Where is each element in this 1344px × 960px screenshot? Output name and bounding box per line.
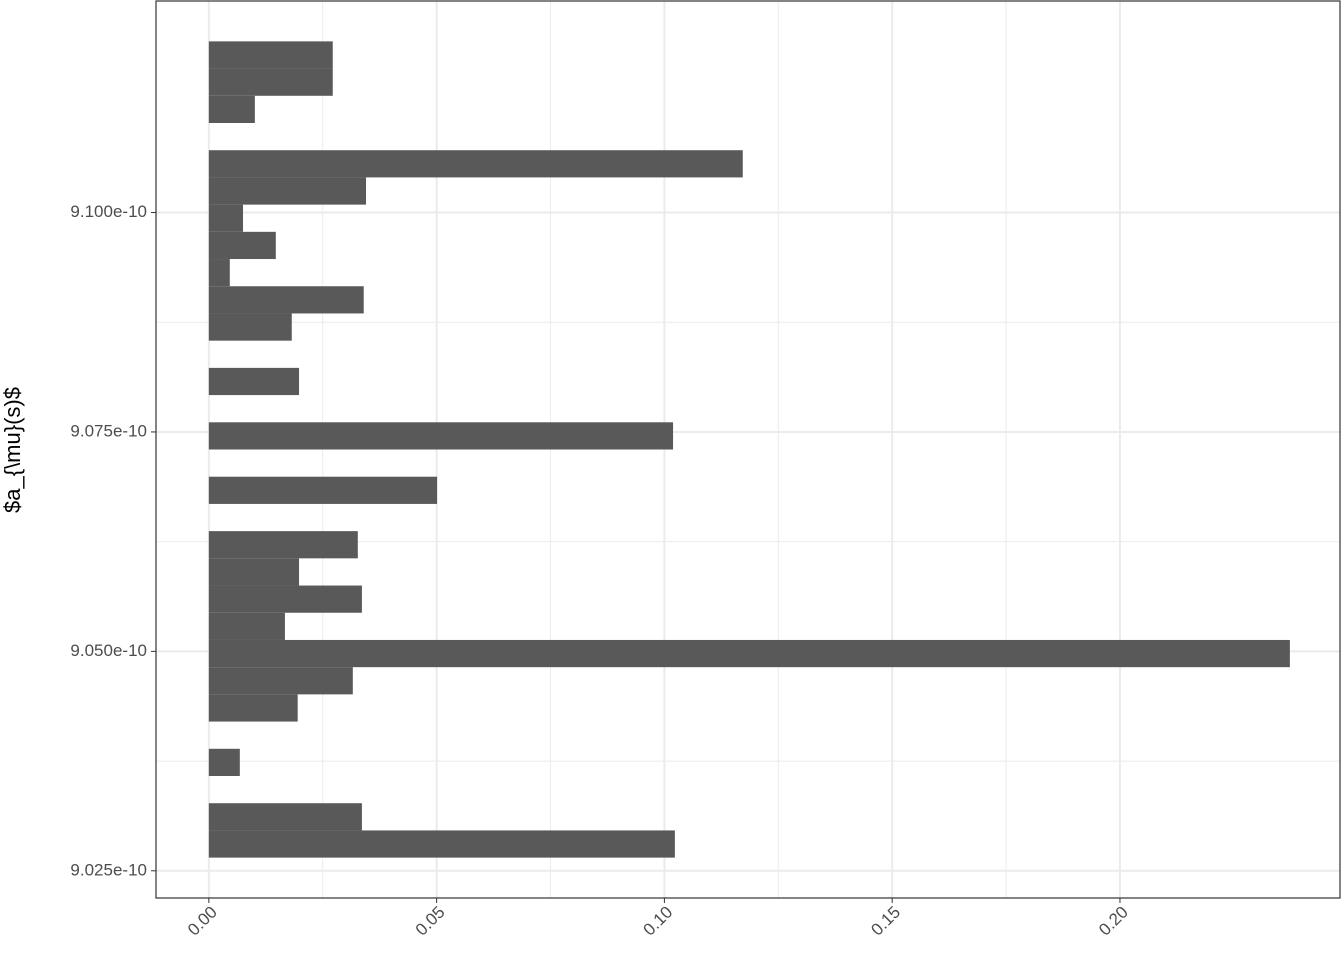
bar xyxy=(208,204,244,232)
x-tick-label: 0.15 xyxy=(867,903,904,940)
bar xyxy=(208,95,255,123)
bar xyxy=(208,639,1290,668)
bar xyxy=(208,422,674,450)
bar xyxy=(208,476,438,504)
plot-border xyxy=(155,0,1341,899)
bar xyxy=(208,177,367,205)
bar xyxy=(208,558,300,586)
x-tick-label: 0.00 xyxy=(184,903,221,940)
bar xyxy=(208,531,358,559)
y-tick-label: 9.025e-10 xyxy=(70,860,147,879)
bar xyxy=(208,367,300,396)
bar xyxy=(208,68,333,96)
x-tick-label: 0.20 xyxy=(1095,903,1132,940)
y-tick-label: 9.050e-10 xyxy=(70,641,147,660)
bar xyxy=(208,259,230,287)
bar xyxy=(208,694,298,722)
bar xyxy=(208,803,362,831)
y-tick-label: 9.075e-10 xyxy=(70,421,147,440)
bar xyxy=(208,830,675,858)
bar xyxy=(208,286,364,314)
bar xyxy=(208,612,285,640)
y-tick-label: 9.100e-10 xyxy=(70,202,147,221)
bar xyxy=(208,667,353,695)
bar xyxy=(208,231,276,260)
y-axis-label: $a_{\mu}(s)$ xyxy=(0,387,25,513)
x-tick-label: 0.05 xyxy=(412,903,449,940)
bar xyxy=(208,313,292,341)
bar xyxy=(208,748,240,777)
bar xyxy=(208,150,743,178)
bar xyxy=(208,41,333,69)
x-tick-label: 0.10 xyxy=(640,903,677,940)
bar xyxy=(208,585,362,613)
